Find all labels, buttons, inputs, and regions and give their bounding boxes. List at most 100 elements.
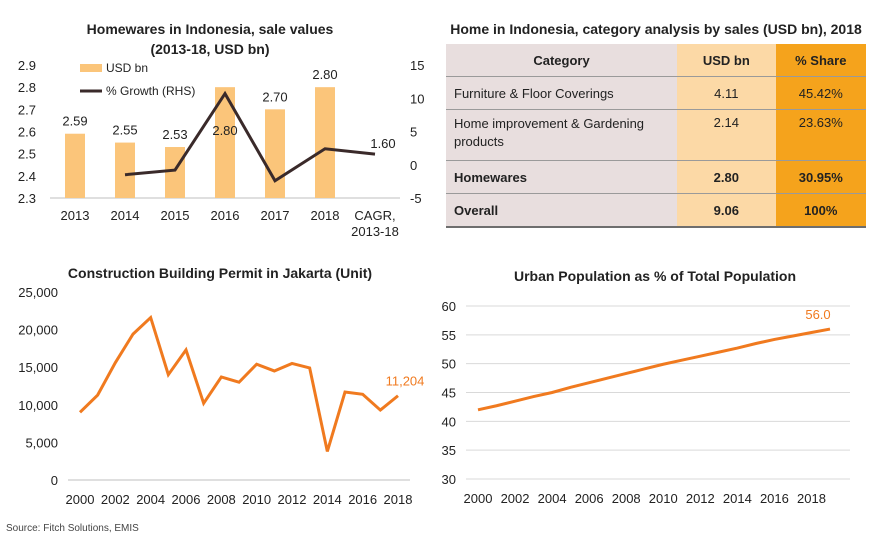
y-tick-label: 2.5	[18, 147, 36, 162]
table-cell-category: Furniture & Floor Coverings	[446, 76, 678, 110]
end-data-label: 56.0	[805, 307, 830, 322]
x-tick-label: 2018	[311, 208, 340, 223]
y-tick-label: 5,000	[25, 435, 58, 450]
bar-data-label: 2.70	[262, 89, 287, 104]
x-tick-label: 2018	[797, 491, 826, 506]
source-note: Source: Fitch Solutions, EMIS	[6, 523, 139, 534]
y-tick-label: 2.7	[18, 102, 36, 117]
x-tick-label: 2006	[172, 492, 201, 507]
bar-data-label: 2.59	[62, 114, 87, 129]
table-cell-usd: 2.14	[677, 109, 776, 161]
x-tick-label: 2014	[313, 492, 342, 507]
legend-label-line: % Growth (RHS)	[106, 84, 195, 98]
bar-data-label: 2.55	[112, 123, 137, 138]
x-tick-label: 2010	[242, 492, 271, 507]
table-row: Overall 9.06 100%	[446, 193, 866, 228]
bar	[265, 109, 285, 198]
y-tick-label: 60	[442, 299, 456, 314]
legend-label-bar: USD bn	[106, 61, 148, 75]
x-tick-label: 2000	[464, 491, 493, 506]
y-tick-label: 2.6	[18, 125, 36, 140]
permit-line	[78, 314, 399, 452]
line-data-label: 1.60	[370, 136, 395, 151]
x-tick-label: 2012	[686, 491, 715, 506]
table-cell-usd: 4.11	[677, 76, 776, 110]
table-row: Homewares 2.80 30.95%	[446, 160, 866, 194]
x-tick-label: 2016	[760, 491, 789, 506]
bar-data-label: 2.53	[162, 127, 187, 142]
growth-line	[124, 90, 376, 183]
table-cell-usd: 9.06	[677, 193, 776, 228]
bar	[65, 133, 85, 198]
permit-chart: 0 5,000 10,000 15,000 20,000 25,000 2000 2002 20…	[18, 285, 425, 507]
y-tick-label: 45	[442, 386, 456, 401]
y-tick-label: 2.3	[18, 191, 36, 206]
x-tick-label: 2002	[501, 491, 530, 506]
y2-tick-label: 0	[410, 158, 417, 173]
x-tick-label: 2017	[261, 208, 290, 223]
table-row: Furniture & Floor Coverings 4.11 45.42%	[446, 76, 866, 110]
table-header-row: Category USD bn % Share	[446, 44, 866, 77]
y-tick-label: 10,000	[18, 398, 58, 413]
end-data-label: 11,204	[386, 374, 425, 389]
bar	[315, 87, 335, 198]
urban-chart-title: Urban Population as % of Total Populatio…	[513, 268, 797, 284]
x-tick-label: 2004	[136, 492, 165, 507]
bar	[215, 87, 235, 198]
homewares-chart-title: Homewares in Indonesia, sale values (201…	[86, 21, 334, 57]
table-cell-share: 30.95%	[775, 160, 866, 194]
x-tick-label: 2002	[101, 492, 130, 507]
table-row: Home improvement & Gardening products 2.…	[446, 109, 866, 161]
y-tick-label: 40	[442, 414, 456, 429]
column-header-share: % Share	[775, 44, 866, 77]
urban-line	[477, 327, 831, 412]
bar	[165, 147, 185, 198]
permit-chart-title: Construction Building Permit in Jakarta …	[67, 265, 373, 281]
y-tick-label: 50	[442, 357, 456, 372]
y-tick-label: 2.9	[18, 58, 36, 73]
x-tick-label: 2010	[649, 491, 678, 506]
bar	[115, 142, 135, 198]
table-cell-share: 100%	[775, 193, 866, 228]
y-tick-label: 30	[442, 472, 456, 487]
y-tick-label: 2.8	[18, 80, 36, 95]
bar-data-label: 2.80	[212, 123, 237, 138]
y-tick-label: 0	[51, 473, 58, 488]
category-table: Category USD bn % Share Furniture & Floo…	[446, 44, 866, 228]
y-tick-label: 55	[442, 328, 456, 343]
x-tick-label: 2016	[348, 492, 377, 507]
table-cell-category: Home improvement & Gardening products	[446, 109, 678, 161]
table-cell-usd: 2.80	[677, 160, 776, 194]
y-tick-label: 25,000	[18, 285, 58, 300]
category-table-title: Home in Indonesia, category analysis by …	[450, 21, 862, 37]
x-tick-label: 2014	[723, 491, 752, 506]
table-cell-category: Homewares	[446, 160, 678, 194]
x-tick-label: 2015	[161, 208, 190, 223]
y2-tick-label: -5	[410, 191, 422, 206]
y2-tick-label: 15	[410, 58, 424, 73]
bar-data-label: 2.80	[312, 67, 337, 82]
x-tick-label: 2016	[211, 208, 240, 223]
x-tick-label: 2006	[575, 491, 604, 506]
y2-tick-label: 10	[410, 91, 424, 106]
column-header-category: Category	[446, 44, 678, 77]
column-header-usd: USD bn	[677, 44, 776, 77]
x-tick-label: 2012	[278, 492, 307, 507]
x-tick-label: 2000	[66, 492, 95, 507]
y-tick-label: 15,000	[18, 360, 58, 375]
table-cell-share: 23.63%	[775, 109, 866, 161]
table-cell-category: Overall	[446, 193, 678, 228]
x-tick-label: 2008	[207, 492, 236, 507]
y2-tick-label: 5	[410, 125, 417, 140]
y-tick-label: 2.4	[18, 169, 36, 184]
y-tick-label: 35	[442, 443, 456, 458]
x-tick-label: 2018	[384, 492, 413, 507]
legend-swatch-bar	[80, 64, 102, 72]
homewares-chart: 2.3 2.4 2.5 2.6 2.7 2.8 2.9 -5 0 5 10 15 2.59 2.55 2.5…	[18, 58, 425, 239]
table-cell-share: 45.42%	[775, 76, 866, 110]
x-tick-label: CAGR, 2013-18	[351, 208, 399, 239]
x-tick-label: 2014	[111, 208, 140, 223]
x-tick-label: 2008	[612, 491, 641, 506]
y-tick-label: 20,000	[18, 323, 58, 338]
x-tick-label: 2004	[538, 491, 567, 506]
